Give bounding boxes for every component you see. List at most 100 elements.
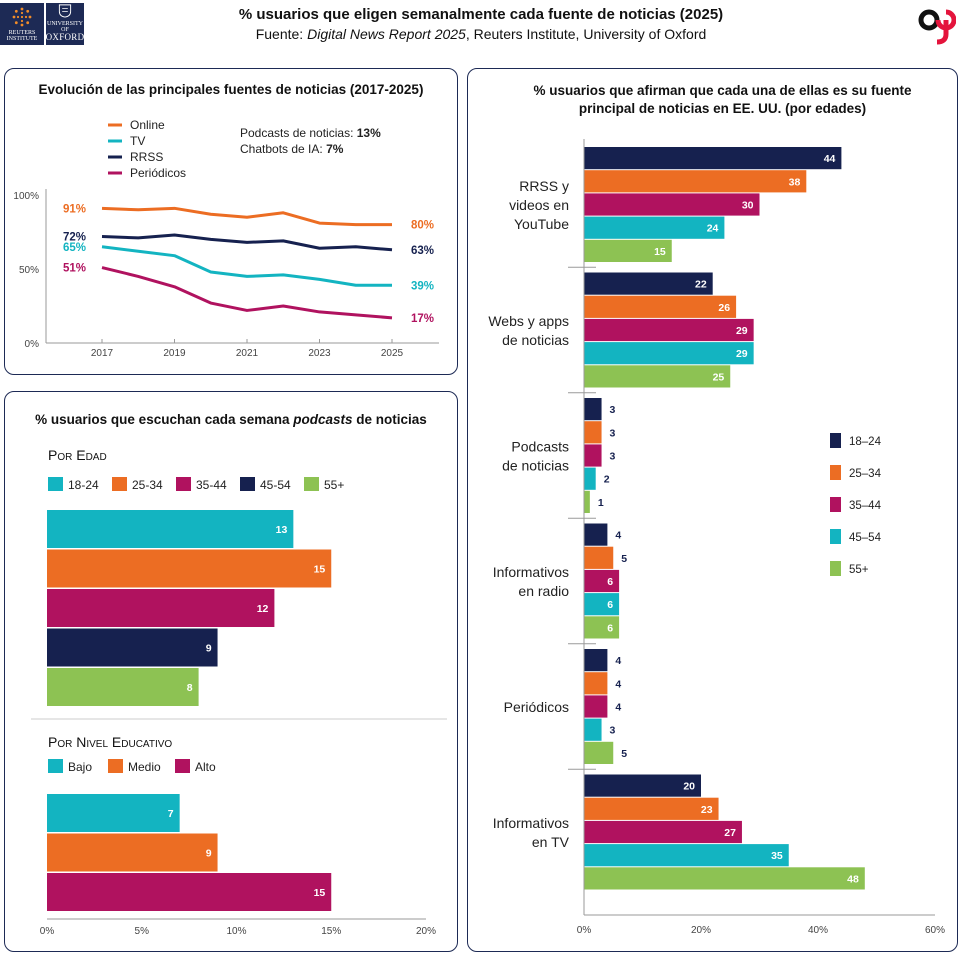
main-bar — [584, 774, 701, 797]
podcasts-bar — [47, 510, 294, 548]
main-category-label: Webs y apps — [488, 313, 569, 329]
main-bar-label: 3 — [610, 725, 616, 737]
podcasts-bar — [47, 589, 275, 627]
main-bar-label: 22 — [695, 279, 707, 291]
main-bar-label: 2 — [604, 474, 610, 486]
main-bar — [584, 239, 672, 262]
podcasts-bar-label: 15 — [314, 564, 326, 576]
trend-title: Evolución de las principales fuentes de … — [38, 82, 424, 97]
podcasts-x-tick: 15% — [321, 926, 341, 937]
main-bar-label: 48 — [847, 873, 859, 885]
main-bar — [584, 318, 754, 342]
main-source-title: % usuarios que afirman que cada una de e… — [533, 83, 912, 116]
main-bar — [584, 593, 620, 616]
main-legend-swatch — [830, 497, 841, 512]
trend-line-rrss — [101, 233, 393, 252]
podcasts-bar-label: 15 — [314, 887, 326, 899]
logo-left-line2: INSTITUTE — [6, 36, 38, 42]
trend-y-tick: 100% — [13, 191, 39, 202]
main-bar-label: 5 — [621, 553, 627, 565]
main-legend-swatch — [830, 465, 841, 480]
main-bar — [584, 867, 865, 890]
main-bar — [584, 523, 608, 546]
trend-chart: 0% 50% 100% 2017 2019 2021 2023 2025 91% 80% 65% 39… — [13, 118, 439, 359]
main-bar — [584, 546, 614, 569]
podcasts-bar — [47, 833, 218, 872]
trend-start-label: 91% — [63, 203, 86, 215]
main-bar-label: 29 — [736, 348, 748, 360]
main-bar-label: 4 — [615, 702, 621, 714]
main-bar — [584, 193, 760, 216]
main-bar-label: 24 — [707, 223, 719, 235]
main-category-label: Informativos — [493, 564, 569, 580]
trend-legend-label: Online — [130, 118, 165, 132]
main-bar-label: 25 — [713, 371, 725, 383]
main-legend-swatch — [830, 529, 841, 544]
podcasts-legend-swatch — [108, 759, 123, 773]
main-bar — [584, 216, 725, 239]
trend-x-tick: 2019 — [163, 348, 186, 359]
main-bar-label: 20 — [683, 781, 695, 793]
main-bar-label: 5 — [621, 748, 627, 760]
main-category-label: de noticias — [502, 332, 569, 348]
podcasts-group-label: Por Edad — [48, 447, 107, 463]
main-bar-label: 27 — [724, 827, 736, 839]
page-title: % usuarios que eligen semanalmente cada … — [238, 6, 724, 23]
trend-end-label: 80% — [411, 220, 434, 232]
podcasts-bar-label: 7 — [168, 808, 174, 820]
oxford-crest-icon — [58, 4, 72, 18]
main-bar — [584, 718, 602, 741]
source-report: Digital News Report 2025 — [307, 26, 466, 42]
trend-x-tick: 2017 — [91, 348, 114, 359]
main-bar — [584, 820, 742, 844]
main-bar — [584, 797, 719, 820]
podcasts-bar — [47, 549, 332, 588]
podcasts-bar-label: 9 — [206, 643, 212, 655]
trend-start-label: 65% — [63, 242, 86, 254]
podcasts-legend-swatch — [48, 477, 63, 491]
main-bar-label: 29 — [736, 325, 748, 337]
main-legend-label: 25–34 — [849, 468, 882, 480]
trend-line-tv — [101, 245, 392, 287]
main-bar — [584, 147, 842, 170]
podcasts-title-pre: % usuarios que escuchan cada semana — [35, 412, 294, 427]
main-bar — [584, 272, 713, 295]
podcasts-legend-label: Bajo — [68, 760, 92, 774]
podcasts-panel: % usuarios que escuchan cada semana podc… — [4, 391, 458, 952]
main-bar-label: 30 — [742, 200, 754, 212]
main-bar — [584, 616, 620, 639]
reuters-institute-logo: REUTERS INSTITUTE — [0, 3, 44, 45]
main-source-panel: % usuarios que afirman que cada una de e… — [467, 68, 958, 952]
podcasts-bar — [47, 668, 199, 706]
main-bar — [584, 365, 731, 388]
main-x-tick: 20% — [691, 925, 711, 936]
trend-x-tick: 2021 — [236, 348, 259, 359]
main-bar-label: 3 — [610, 427, 616, 439]
main-bar-label: 38 — [789, 176, 801, 188]
main-bar-label: 26 — [718, 302, 730, 314]
trend-legend-label: TV — [130, 134, 145, 148]
main-bar — [584, 649, 608, 672]
main-bar — [584, 398, 602, 421]
oxford-logo: UNIVERSITY OF OXFORD — [46, 3, 84, 45]
podcasts-legend-label: 35-44 — [196, 478, 227, 492]
main-bar-label: 44 — [824, 153, 836, 165]
main-category-label: videos en — [509, 197, 569, 213]
main-legend-label: 18–24 — [849, 436, 882, 448]
logo-oxford-small: UNIVERSITY OF — [47, 21, 83, 33]
main-bar — [584, 295, 737, 318]
main-x-tick: 0% — [577, 925, 592, 936]
main-bar-label: 4 — [615, 530, 621, 542]
trend-line-periódicos — [101, 266, 393, 320]
main-category-label: RRSS y — [519, 178, 569, 194]
podcasts-x-tick: 0% — [40, 926, 55, 937]
main-bar-label: 1 — [598, 497, 604, 509]
main-bar — [584, 672, 608, 695]
source-label: Fuente: — [255, 26, 308, 42]
logo-left-line1: REUTERS — [8, 30, 36, 36]
trend-end-label: 39% — [411, 280, 434, 292]
source-rest: , Reuters Institute, University of Oxfor… — [465, 26, 707, 42]
main-bar — [584, 342, 754, 365]
page-subtitle: Fuente: Digital News Report 2025, Reuter… — [0, 26, 962, 42]
